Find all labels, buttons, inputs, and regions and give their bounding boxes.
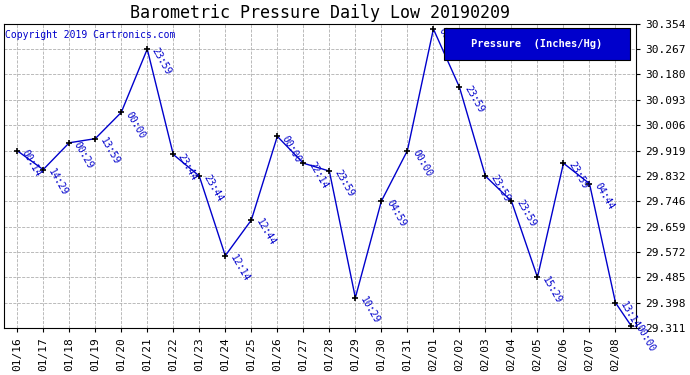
Text: 12:44: 12:44	[254, 217, 277, 248]
Text: 23:59: 23:59	[514, 198, 538, 229]
Text: 04:59: 04:59	[384, 198, 408, 229]
Text: 00:29: 00:29	[436, 26, 460, 57]
Text: 00:14: 00:14	[20, 148, 43, 178]
Text: 00:00: 00:00	[280, 134, 304, 164]
Text: 22:14: 22:14	[306, 160, 329, 191]
Text: 23:59: 23:59	[462, 84, 486, 115]
Text: 13:59: 13:59	[98, 136, 121, 166]
Text: 10:29: 10:29	[358, 295, 382, 326]
Text: 04:44: 04:44	[592, 181, 615, 211]
Text: 00:00: 00:00	[410, 148, 433, 178]
Text: 14:29: 14:29	[46, 167, 69, 197]
Text: 23:59: 23:59	[489, 173, 511, 204]
Text: 23:59: 23:59	[566, 160, 589, 191]
Text: 00:29: 00:29	[72, 140, 95, 170]
Text: 23:59: 23:59	[150, 46, 173, 77]
Text: Pressure  (Inches/Hg): Pressure (Inches/Hg)	[471, 39, 602, 49]
FancyBboxPatch shape	[444, 28, 630, 60]
Text: Copyright 2019 Cartronics.com: Copyright 2019 Cartronics.com	[6, 30, 176, 40]
Title: Barometric Pressure Daily Low 20190209: Barometric Pressure Daily Low 20190209	[130, 4, 510, 22]
Text: 15:29: 15:29	[540, 274, 564, 305]
Text: 23:59: 23:59	[332, 168, 355, 199]
Text: 23:44: 23:44	[202, 173, 226, 204]
Text: 00:00: 00:00	[634, 323, 658, 353]
Text: 12:14: 12:14	[228, 253, 251, 284]
Text: 13:14: 13:14	[618, 300, 642, 330]
Text: 00:00: 00:00	[124, 110, 148, 140]
Text: 23:44: 23:44	[176, 152, 199, 182]
